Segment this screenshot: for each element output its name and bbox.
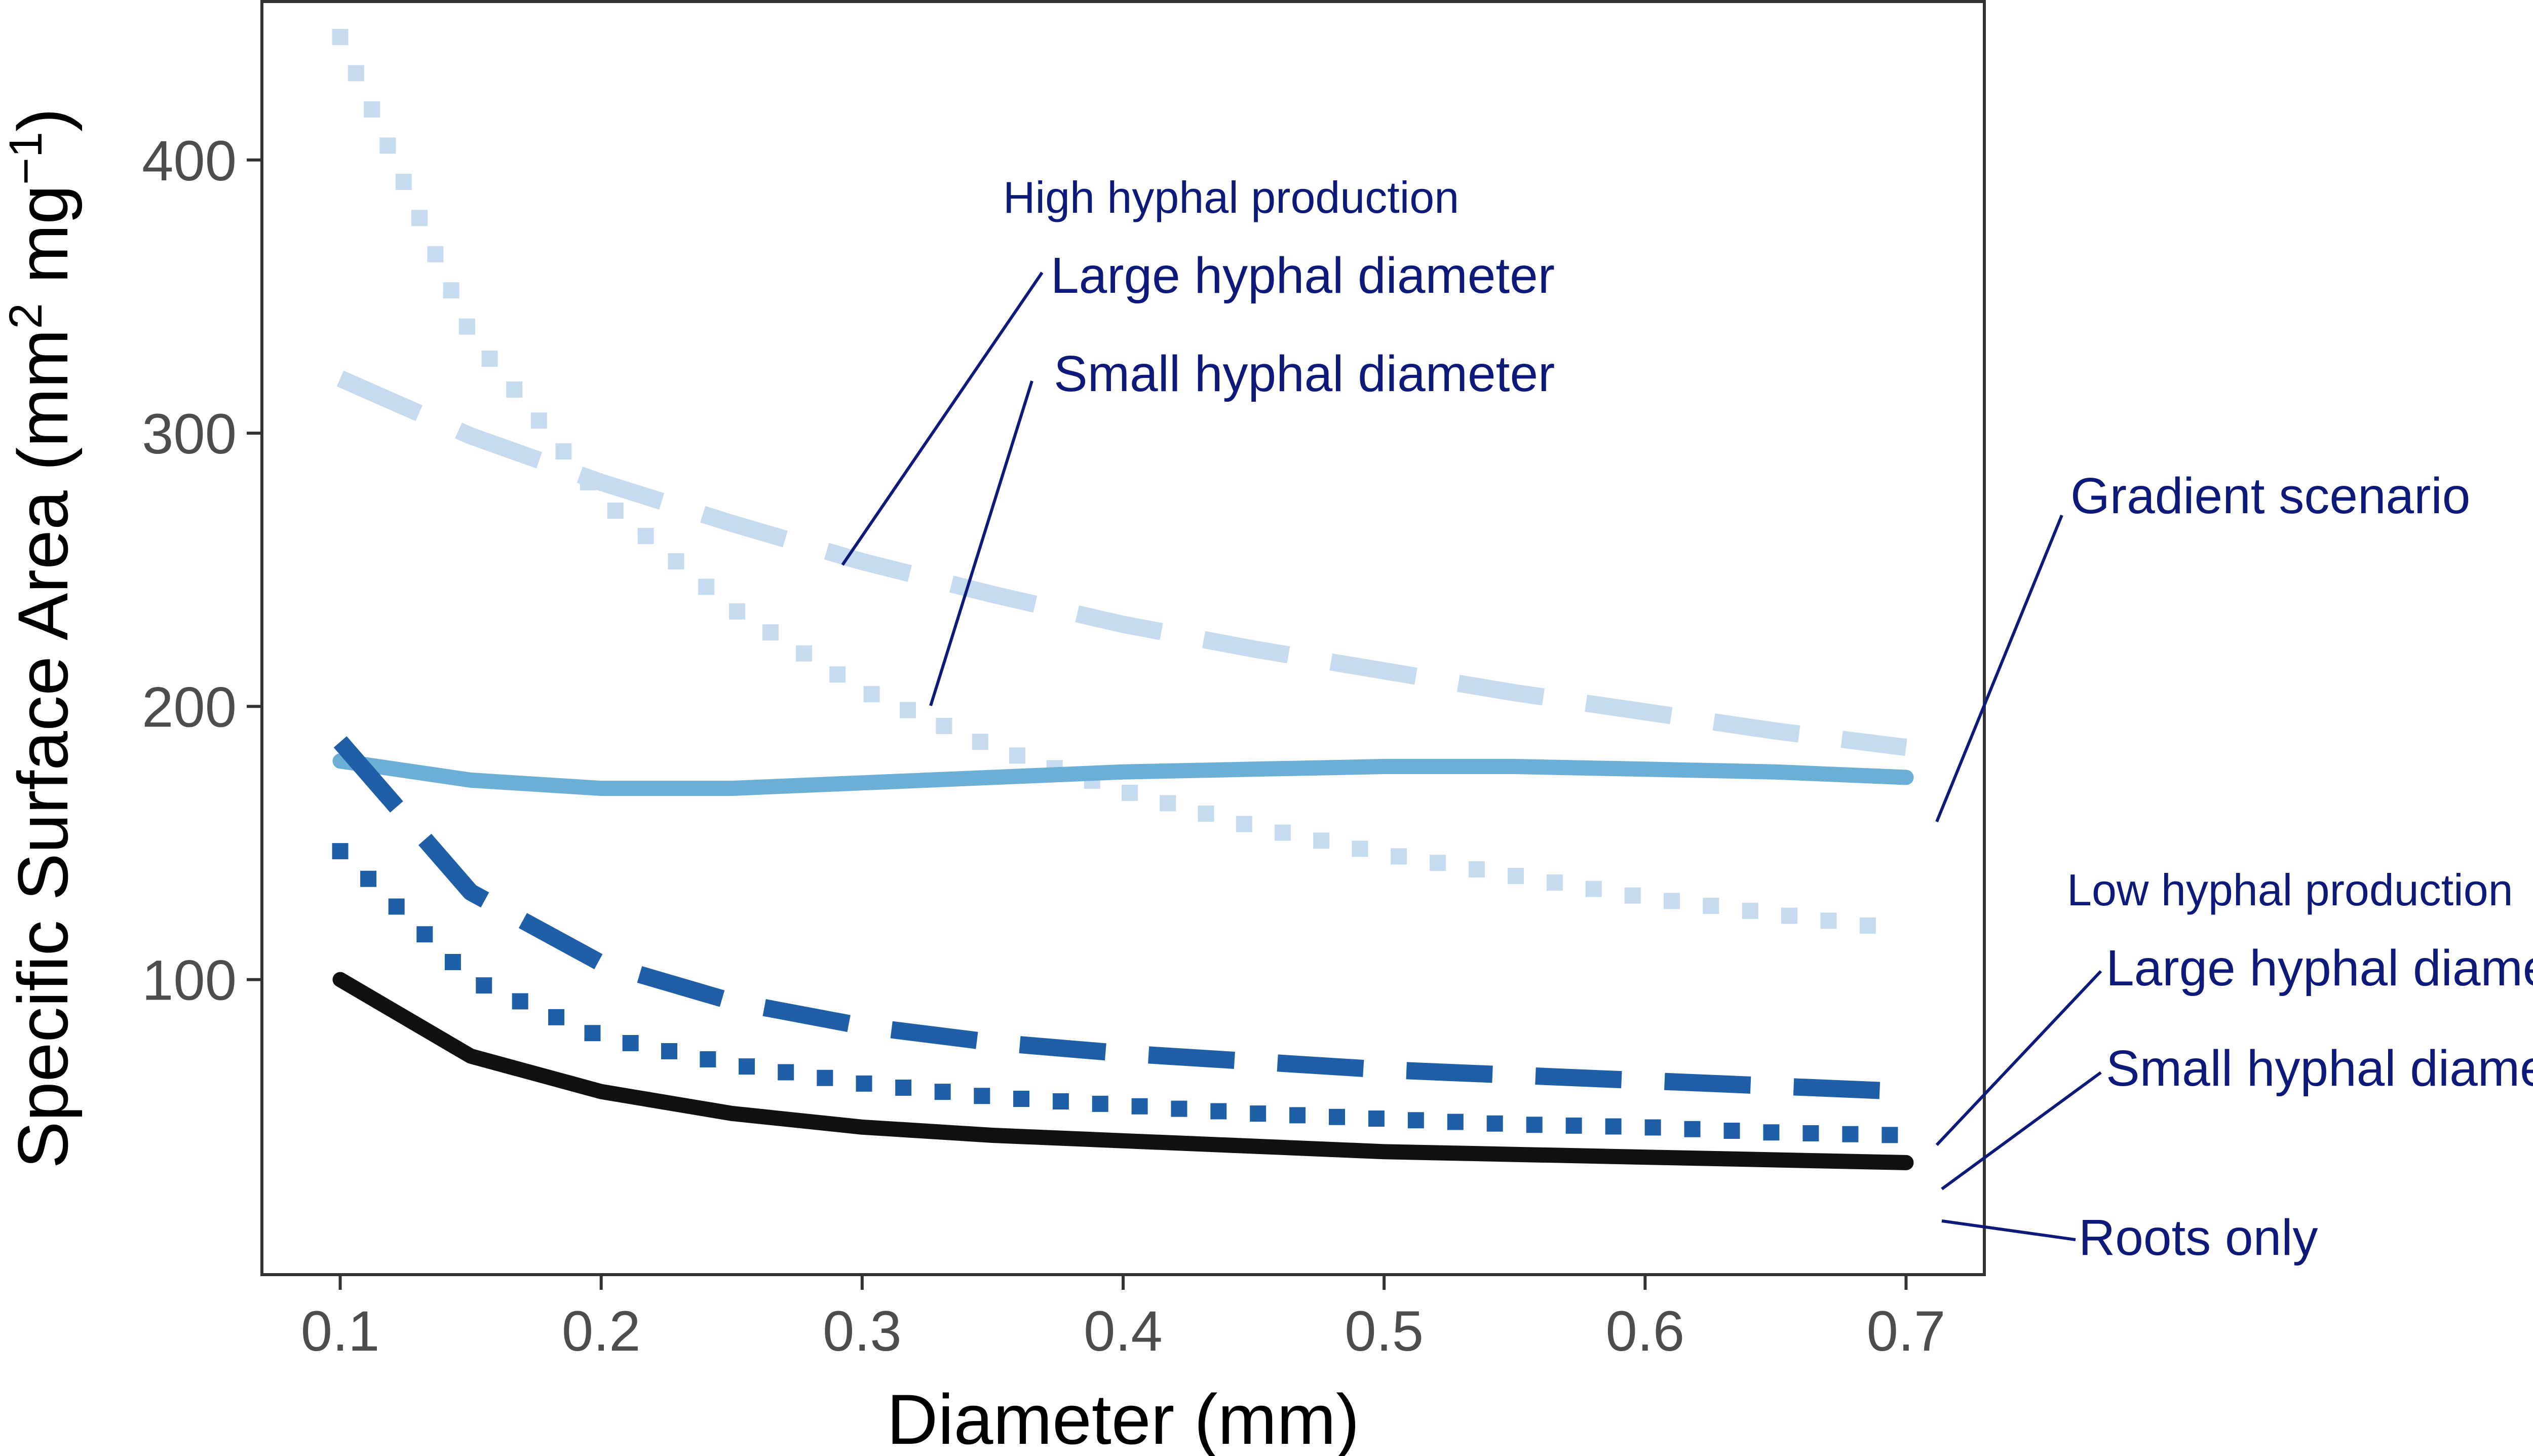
annotation-low-heading: Low hyphal production — [2067, 865, 2513, 915]
annotation-gradient: Gradient scenario — [2070, 468, 2470, 524]
leader-high-large — [841, 272, 1044, 566]
annotation-high-heading: High hyphal production — [1003, 172, 1459, 222]
annotation-high-large: Large hyphal diameter — [1051, 247, 1555, 304]
leader-low-large — [1935, 970, 2102, 1146]
plot-panel — [260, 0, 1986, 1276]
annotation-low-small: Small hyphal diameter — [2106, 1040, 2533, 1097]
annotation-low-large: Large hyphal diameter — [2106, 940, 2533, 997]
leader-low-small — [1941, 1071, 2102, 1191]
y-axis-title-base: Specific Surface Area (mm — [3, 329, 83, 1168]
series-line-roots — [332, 972, 1914, 1170]
x-tick-label: 0.1 — [301, 1299, 380, 1363]
x-axis-title: Diameter (mm) — [887, 1380, 1359, 1456]
y-axis-title-end: ) — [3, 108, 83, 132]
y-axis-title-sup2: −1 — [0, 132, 52, 185]
x-axis-ticks: 0.1 0.2 0.3 0.4 0.5 0.6 0.7 — [301, 1275, 1946, 1363]
y-axis-title: Specific Surface Area (mm2 mg−1) — [0, 108, 83, 1168]
series-line-gradient — [332, 753, 1914, 796]
leader-roots — [1941, 1219, 2076, 1241]
y-tick-label: 400 — [142, 129, 237, 193]
y-axis-title-sup1: 2 — [0, 303, 52, 329]
x-tick-label: 0.5 — [1345, 1299, 1424, 1363]
x-tick-label: 0.4 — [1084, 1299, 1163, 1363]
series-line-high-small — [329, 26, 1915, 940]
leader-gradient — [1935, 514, 2063, 823]
y-axis-ticks: 100 200 300 400 — [142, 129, 262, 1012]
annotation-roots: Roots only — [2079, 1209, 2318, 1266]
x-tick-label: 0.2 — [562, 1299, 641, 1363]
y-tick-label: 200 — [142, 675, 237, 739]
y-tick-label: 100 — [142, 949, 237, 1012]
leader-high-small — [929, 380, 1033, 706]
x-tick-label: 0.6 — [1605, 1299, 1684, 1363]
y-axis-title-mid: mg — [3, 185, 83, 303]
x-tick-label: 0.7 — [1867, 1299, 1946, 1363]
series-layer — [328, 26, 1915, 1170]
y-tick-label: 300 — [142, 402, 237, 466]
x-tick-label: 0.3 — [823, 1299, 902, 1363]
annotation-high-small: Small hyphal diameter — [1054, 346, 1555, 402]
series-line-low-small — [328, 839, 1914, 1144]
series-line-high-large — [336, 370, 1907, 756]
